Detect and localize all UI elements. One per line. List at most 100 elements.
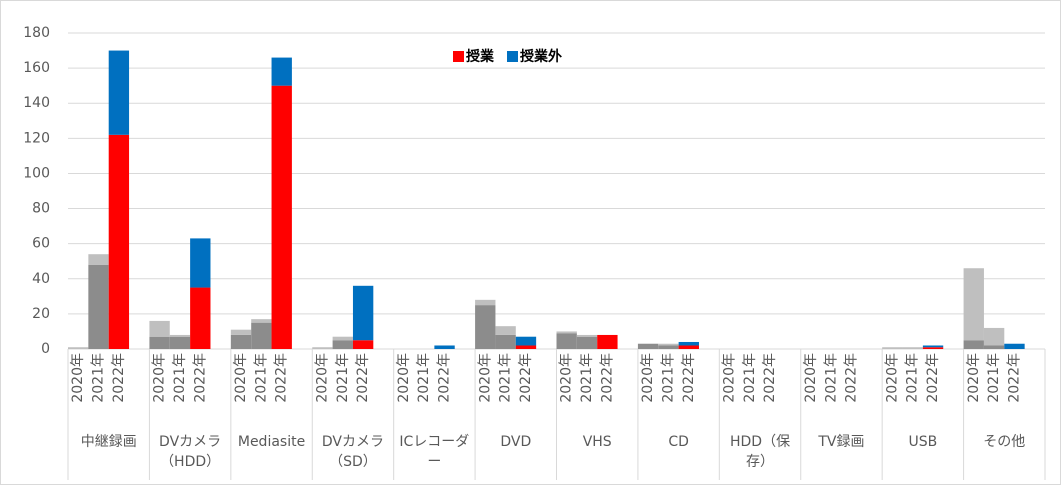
bar (108, 50, 130, 135)
legend-swatch (453, 51, 464, 62)
year-label: 2021年 (823, 353, 839, 403)
year-label: 2021年 (91, 353, 107, 403)
bar (434, 345, 455, 349)
y-tick-label: 20 (32, 306, 50, 322)
bar (576, 334, 598, 337)
bar (495, 334, 516, 349)
year-label: 2022年 (762, 353, 778, 403)
year-label: 2021年 (660, 353, 676, 403)
year-label: 2022年 (599, 353, 615, 403)
legend-swatch (507, 51, 518, 62)
bar (515, 345, 537, 349)
year-label: 2021年 (986, 353, 1002, 403)
bar (190, 238, 211, 288)
year-label: 2022年 (1006, 353, 1022, 403)
bar (271, 85, 292, 350)
y-tick-label: 180 (23, 25, 50, 41)
group-label: USB (908, 434, 938, 450)
year-label: 2021年 (742, 353, 758, 403)
year-label: 2021年 (905, 353, 921, 403)
year-label: 2021年 (416, 353, 432, 403)
bar (983, 327, 1005, 346)
bar (312, 347, 333, 349)
bar (149, 336, 170, 349)
bar (88, 254, 109, 265)
bar (902, 347, 923, 349)
group-label: DVカメラ（SD） (321, 434, 385, 470)
y-tick-label: 80 (32, 201, 50, 217)
bar (922, 347, 944, 349)
year-label: 2022年 (111, 353, 127, 403)
y-tick-label: 120 (23, 130, 50, 146)
bar (230, 329, 252, 335)
bar (495, 326, 516, 335)
year-label: 2020年 (477, 353, 493, 403)
year-label: 2022年 (844, 353, 860, 403)
year-label: 2020年 (396, 353, 412, 403)
group-label: CD (668, 434, 689, 450)
year-label: 2022年 (925, 353, 941, 403)
group-label: その他 (983, 434, 1026, 450)
year-label: 2022年 (192, 353, 208, 403)
year-label: 2022年 (355, 353, 371, 403)
bar (190, 287, 211, 349)
year-label: 2022年 (681, 353, 697, 403)
bar (251, 319, 272, 323)
bar (475, 305, 496, 349)
year-label: 2021年 (498, 353, 514, 403)
bar (88, 264, 109, 349)
bar (637, 343, 659, 349)
bar (251, 322, 272, 349)
group-label: HDD（保存） (729, 434, 791, 470)
year-label: 2020年 (722, 353, 738, 403)
bar (108, 134, 130, 349)
group-label: VHS (582, 434, 612, 450)
group-label: DVカメラ（HDD） (159, 434, 222, 470)
year-label: 2022年 (437, 353, 453, 403)
bar (983, 345, 1005, 349)
bar (556, 333, 577, 349)
bar (576, 336, 598, 349)
year-label: 2021年 (172, 353, 188, 403)
bar (169, 336, 191, 349)
bar (658, 343, 679, 346)
y-tick-label: 40 (32, 271, 50, 287)
year-label: 2020年 (70, 353, 86, 403)
year-label: 2021年 (335, 353, 351, 403)
group-label: Mediasite (237, 434, 306, 450)
year-label: 2020年 (640, 353, 656, 403)
bar (475, 299, 496, 306)
bar (515, 336, 537, 346)
bar (882, 347, 903, 349)
y-tick-label: 100 (23, 165, 50, 181)
bar (678, 345, 699, 349)
year-label: 2022年 (518, 353, 534, 403)
year-label: 2020年 (803, 353, 819, 403)
bar (271, 57, 292, 86)
year-label: 2022年 (274, 353, 290, 403)
bar (352, 285, 374, 341)
bar (332, 340, 353, 349)
y-tick-label: 60 (32, 236, 50, 252)
bar (678, 341, 699, 346)
bar (332, 336, 353, 341)
year-label: 2020年 (559, 353, 575, 403)
bar (149, 320, 170, 337)
bar (352, 340, 374, 349)
year-label: 2020年 (314, 353, 330, 403)
group-label: ICレコーダー (399, 434, 470, 470)
year-label: 2021年 (579, 353, 595, 403)
legend-label: 授業外 (520, 48, 562, 65)
bar (1004, 343, 1025, 349)
group-label: 中継録画 (80, 434, 137, 450)
year-label: 2021年 (253, 353, 269, 403)
y-tick-label: 140 (23, 95, 50, 111)
bar (68, 347, 89, 349)
y-tick-label: 160 (23, 60, 50, 76)
bar (963, 340, 984, 349)
bar (658, 345, 679, 349)
bar (556, 331, 577, 334)
year-label: 2020年 (966, 353, 982, 403)
